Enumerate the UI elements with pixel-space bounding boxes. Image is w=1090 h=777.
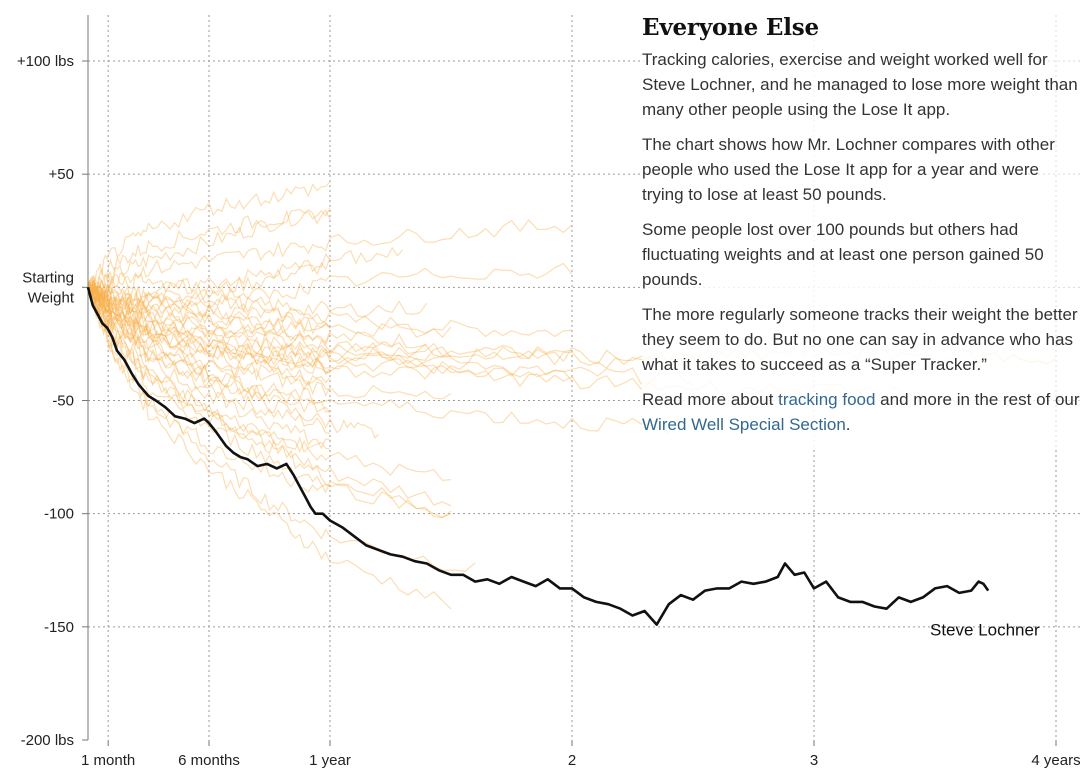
steve-lochner-line — [86, 286, 990, 626]
y-tick-label-line: +100 lbs — [17, 53, 74, 70]
other-user-line — [87, 286, 694, 386]
other-user-line — [87, 286, 379, 440]
panel-paragraph-2: The chart shows how Mr. Lochner compares… — [642, 135, 1055, 204]
x-tick-label: 1 month — [81, 752, 135, 769]
other-user-line — [87, 257, 331, 314]
other-user-line — [87, 279, 331, 335]
y-tick-label-line: Starting — [22, 269, 74, 286]
other-user-line — [87, 284, 331, 493]
other-user-line — [87, 284, 331, 414]
other-user-line — [87, 246, 404, 303]
panel-paragraph-3: Some people lost over 100 pounds but oth… — [642, 220, 1044, 289]
x-tick-label: 6 months — [178, 752, 240, 769]
read-more-suffix: . — [845, 415, 851, 434]
other-user-line — [87, 286, 476, 573]
other-user-line — [87, 286, 331, 391]
other-user-line — [87, 287, 452, 610]
other-user-line — [87, 287, 331, 413]
y-tick-label: -150 — [44, 619, 74, 636]
text-panel: Everyone Else Tracking calories, exercis… — [642, 14, 1080, 447]
other-user-line — [87, 286, 331, 374]
other-user-line — [87, 283, 452, 338]
other-user-line — [87, 286, 452, 518]
other-user-line — [87, 280, 331, 385]
x-tick-label: 4 years — [1031, 752, 1080, 769]
other-user-line — [87, 262, 573, 302]
other-user-line — [87, 287, 331, 450]
x-tick-label: 1 year — [309, 752, 351, 769]
other-user-line — [87, 279, 573, 382]
read-more-middle: and more in the rest of our — [875, 390, 1080, 409]
other-user-line — [87, 181, 331, 289]
other-user-line — [87, 281, 815, 377]
other-user-line — [87, 285, 331, 375]
panel-paragraph-4: The more regularly someone tracks their … — [642, 305, 1078, 374]
other-user-line — [87, 207, 331, 295]
y-tick-label-line: Weight — [28, 289, 75, 306]
y-tick-label: -100 — [44, 506, 74, 523]
x-axis-ticks: 1 month 6 months 1 year 2 3 4 years — [81, 740, 1081, 769]
other-users-series — [87, 181, 1057, 610]
other-user-line — [87, 287, 331, 434]
x-tick-label: 2 — [568, 752, 576, 769]
y-axis-ticks: +100 lbs +50 Starting Weight -50 -100 -150 -200… — [17, 53, 88, 749]
other-user-line — [87, 285, 573, 363]
y-tick-label: +50 — [49, 166, 74, 183]
y-tick-label: -50 — [52, 393, 74, 410]
other-user-line — [87, 286, 331, 454]
y-tick-label-line: -50 — [52, 393, 74, 410]
other-user-line — [87, 219, 573, 292]
y-tick-label-line: +50 — [49, 166, 74, 183]
other-user-line — [87, 282, 427, 349]
panel-read-more: Read more about tracking food and more i… — [642, 387, 1080, 437]
y-tick-label: +100 lbs — [17, 53, 74, 70]
other-user-line — [87, 284, 452, 367]
panel-paragraph-1: Tracking calories, exercise and weight w… — [642, 50, 1078, 119]
panel-title: Everyone Else — [642, 14, 819, 41]
read-more-prefix: Read more about — [642, 390, 779, 409]
y-tick-label-line: -150 — [44, 619, 74, 636]
other-user-line — [87, 280, 428, 318]
y-tick-label: Starting Weight — [22, 269, 75, 306]
y-tick-label-line: -100 — [44, 506, 74, 523]
other-user-line — [87, 286, 573, 338]
y-tick-label-line: -200 lbs — [21, 732, 74, 749]
x-tick-label: 3 — [810, 752, 818, 769]
other-user-line — [87, 279, 331, 329]
other-user-line — [87, 287, 452, 519]
tracking-food-link[interactable]: tracking food — [778, 390, 876, 409]
wired-well-link[interactable]: Wired Well Special Section — [642, 415, 846, 434]
other-user-line — [87, 287, 452, 507]
other-user-line — [87, 282, 452, 400]
y-tick-label: -200 lbs — [21, 732, 74, 749]
other-user-line — [87, 286, 694, 436]
other-user-line — [87, 284, 331, 344]
steve-lochner-label: Steve Lochner — [930, 621, 1040, 640]
other-user-line — [87, 208, 331, 288]
